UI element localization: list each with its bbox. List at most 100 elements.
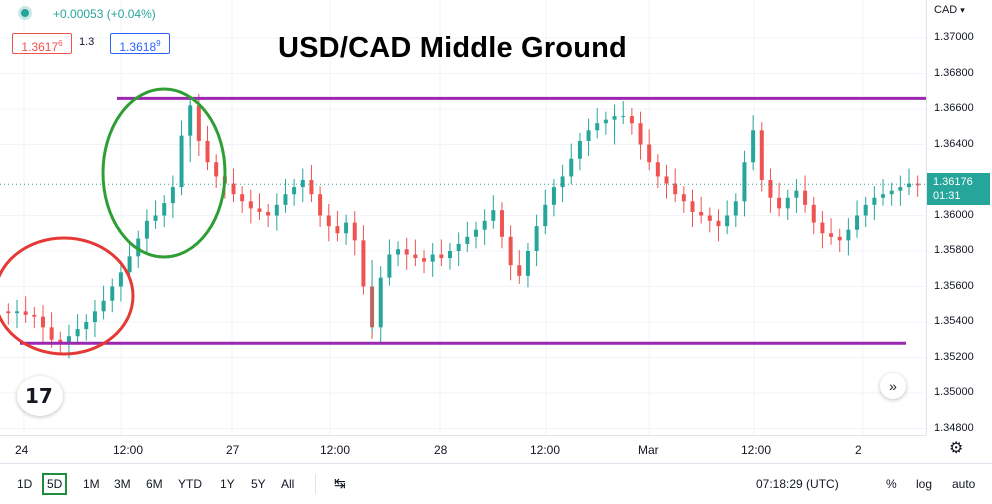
- candle-body: [898, 187, 903, 191]
- price-tick-label: 1.35600: [934, 279, 974, 292]
- candle-body: [361, 240, 366, 287]
- time-label: 12:00: [530, 443, 561, 457]
- price-change: +0.00053 (+0.04%): [53, 7, 156, 21]
- candle-body: [144, 220, 149, 239]
- price-tick-label: 1.35000: [934, 386, 974, 398]
- candle-body: [621, 116, 626, 118]
- candle-body: [534, 226, 539, 251]
- current-price: 1.36176: [933, 176, 973, 188]
- candle-body: [283, 194, 288, 205]
- candle-body: [725, 215, 730, 227]
- candle-body: [569, 158, 574, 177]
- candle-body: [231, 183, 236, 195]
- bar-countdown: 01:31: [933, 190, 961, 202]
- timeframe-1d[interactable]: 1D: [17, 477, 33, 491]
- chart-area[interactable]: +0.00053 (+0.04%) 1.36176 1.3 1.36189 US…: [0, 0, 927, 435]
- sell-button[interactable]: 1.36176: [12, 33, 72, 54]
- candle-body: [300, 180, 305, 188]
- gear-icon[interactable]: ⚙: [949, 440, 964, 457]
- price-tick-label: 1.36600: [934, 102, 974, 114]
- candle-body: [690, 201, 695, 212]
- candle-body: [101, 300, 106, 312]
- candle-body: [266, 211, 271, 216]
- candle-body: [820, 222, 825, 234]
- price-tick-label: 1.34800: [934, 421, 974, 434]
- candle-body: [456, 243, 461, 251]
- candle-body: [707, 215, 712, 221]
- price-tick-label: 1.37000: [934, 31, 974, 43]
- price-chart[interactable]: [0, 0, 926, 435]
- candle-body: [577, 140, 582, 159]
- candle-body: [603, 119, 608, 124]
- green-circle-annotation: [101, 87, 227, 259]
- auto-toggle[interactable]: auto: [952, 477, 976, 491]
- red-circle-annotation: [0, 236, 135, 356]
- candle-body: [473, 229, 478, 237]
- candle-body: [40, 316, 45, 328]
- candle-body: [673, 183, 678, 195]
- price-tick-label: 1.35800: [934, 244, 974, 256]
- candle-body: [404, 249, 409, 255]
- candle-body: [751, 130, 756, 163]
- candle-body: [110, 286, 115, 301]
- toolbar-divider: [315, 474, 316, 494]
- candle-body: [465, 236, 470, 244]
- price-tick-label: 1.35400: [934, 315, 974, 327]
- candle-body: [430, 254, 435, 262]
- candle-body: [153, 215, 158, 221]
- timeframe-3m[interactable]: 3M: [114, 477, 131, 491]
- candle-body: [309, 180, 314, 195]
- time-label: 2: [855, 443, 862, 457]
- timeframe-6m[interactable]: 6M: [146, 477, 163, 491]
- candle-body: [560, 176, 565, 188]
- candle-body: [811, 204, 816, 223]
- market-status-dot: [21, 9, 29, 17]
- timeframe-ytd[interactable]: YTD: [178, 477, 202, 491]
- timeframe-all[interactable]: All: [281, 477, 295, 491]
- time-label: Mar: [638, 443, 659, 457]
- candle-body: [335, 226, 340, 234]
- double-chevron-right-icon[interactable]: »: [880, 373, 906, 399]
- tradingview-logo-icon[interactable]: 17: [17, 376, 63, 416]
- candle-body: [58, 339, 63, 344]
- candle-body: [491, 210, 496, 221]
- candle-body: [205, 140, 210, 163]
- time-label: 12:00: [113, 443, 144, 457]
- candle-body: [508, 236, 513, 266]
- candle-body: [699, 211, 704, 216]
- candle-body: [292, 187, 297, 195]
- price-tick-label: 1.35200: [934, 350, 974, 363]
- candle-body: [482, 220, 487, 230]
- timeframe-1y[interactable]: 1Y: [220, 477, 235, 491]
- axis-currency-menu[interactable]: CAD ▾: [934, 4, 965, 16]
- candle-body: [855, 215, 860, 230]
- candle-body: [768, 180, 773, 198]
- candle-body: [32, 314, 37, 317]
- timeframe-5y[interactable]: 5Y: [251, 477, 266, 491]
- utc-clock[interactable]: 07:18:29 (UTC): [756, 477, 839, 491]
- price-tick-label: 1.36000: [934, 208, 974, 221]
- candle-body: [889, 190, 894, 195]
- date-range-icon[interactable]: ↹: [334, 475, 346, 491]
- candle-body: [664, 176, 669, 184]
- buy-button[interactable]: 1.36189: [110, 33, 170, 54]
- price-tick-label: 1.36800: [934, 66, 974, 79]
- time-label: 12:00: [741, 443, 772, 457]
- candle-body: [499, 210, 504, 237]
- candle-body: [326, 215, 331, 227]
- candle-body: [378, 277, 383, 328]
- log-toggle[interactable]: log: [916, 477, 933, 491]
- time-label: 12:00: [320, 443, 351, 457]
- price-tick-label: 1.36400: [934, 137, 974, 150]
- timeframe-1m[interactable]: 1M: [83, 477, 100, 491]
- percent-toggle[interactable]: %: [886, 477, 897, 491]
- candle-body: [422, 258, 427, 262]
- candle-body: [162, 203, 167, 216]
- timeframe-5d[interactable]: 5D: [42, 473, 68, 495]
- candle-body: [196, 105, 201, 141]
- candle-body: [75, 329, 80, 337]
- candle-body: [716, 220, 721, 227]
- candle-body: [759, 130, 764, 180]
- time-axis[interactable]: 24 12:00 27 12:00 28 12:00 Mar 12:00 2: [0, 435, 926, 464]
- candle-body: [785, 197, 790, 209]
